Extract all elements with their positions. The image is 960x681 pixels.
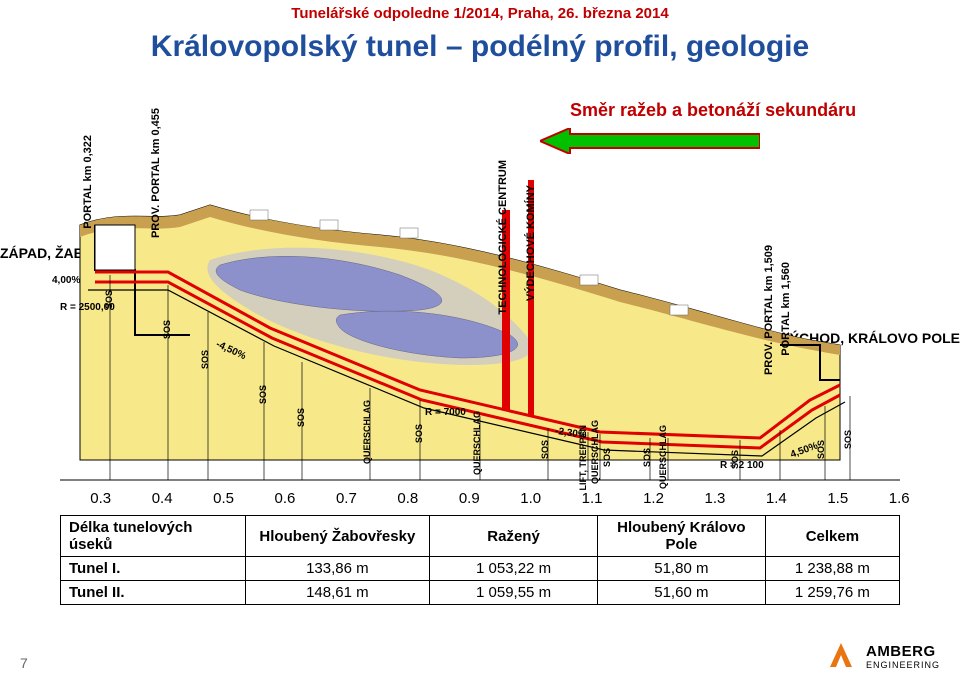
table-row: Tunel II. 148,61 m 1 059,55 m 51,60 m 1 …: [61, 581, 900, 605]
slope-4pct: 4,00%: [52, 275, 80, 286]
sos-label: SOS: [296, 408, 306, 427]
logo-brand: AMBERG: [866, 643, 940, 660]
sos-label: SOS: [414, 424, 424, 443]
page-title: Královopolský tunel – podélný profil, ge…: [0, 30, 960, 64]
querschlag-label: QUERSCHLAG: [658, 425, 668, 489]
prov-portal-0455: PROV. PORTAL km 0,455: [150, 108, 162, 238]
table-row: Tunel I. 133,86 m 1 053,22 m 51,80 m 1 2…: [61, 557, 900, 581]
logo-icon: [824, 639, 858, 673]
r-7000: R = 7000: [425, 407, 466, 418]
r-2500: R = 2500,00: [60, 302, 115, 313]
page-number: 7: [20, 655, 28, 671]
sos-label: SOS: [162, 320, 172, 339]
portal-km-1560: PORTAL km 1,560: [780, 262, 792, 356]
querschlag-label: QUERSCHLAG: [472, 411, 482, 475]
x-axis-ticks: 0.30.40.5 0.60.70.8 0.91.01.1 1.21.31.4 …: [70, 490, 930, 507]
querschlag-label: QUERSCHLAG: [362, 400, 372, 464]
vydech-kominy-label: VÝDECHOVÉ KOMÍNY: [525, 185, 537, 301]
sos-label: SOS: [540, 440, 550, 459]
sos-label: SOS: [200, 350, 210, 369]
sos-label: SOS: [642, 448, 652, 467]
sos-label: SOS: [602, 448, 612, 467]
tech-centrum-label: TECHNOLOGICKÉ CENTRUM: [497, 160, 509, 315]
tunnel-lengths-table: Délka tunelových úseků Hloubený Žabovřes…: [60, 515, 900, 605]
r-2100: R = 2 100: [720, 460, 764, 471]
sos-label: SOS: [258, 385, 268, 404]
querschlag-label: QUERSCHLAG: [590, 420, 600, 484]
logo-sub: ENGINEERING: [866, 660, 940, 670]
prov-portal-1509: PROV. PORTAL km 1,509: [763, 245, 775, 375]
amberg-logo: AMBERG ENGINEERING: [824, 639, 940, 673]
table-header-row: Délka tunelových úseků Hloubený Žabovřes…: [61, 516, 900, 557]
portal-km-0322: PORTAL km 0,322: [82, 135, 94, 229]
sos-label: SOS: [843, 430, 853, 449]
event-header: Tunelářské odpoledne 1/2014, Praha, 26. …: [0, 5, 960, 22]
